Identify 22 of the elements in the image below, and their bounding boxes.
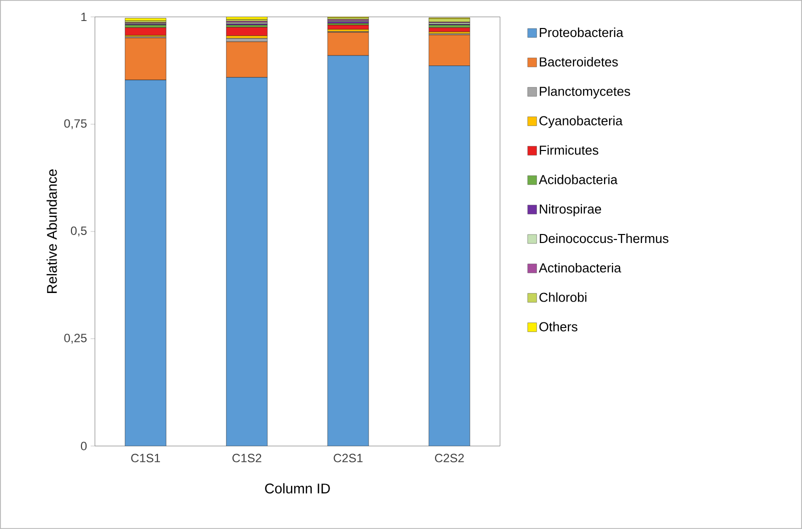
x-tick-label: C1S2 <box>232 454 262 462</box>
y-tick-label: 0,75 <box>64 119 87 130</box>
y-axis-title: Relative Abundance <box>46 169 57 294</box>
legend-label: Acidobacteria <box>538 174 618 184</box>
legend-label: Proteobacteria <box>540 28 624 38</box>
legend-label: Others <box>539 322 578 332</box>
legend-label: Cyanobacteria <box>539 116 623 128</box>
y-tick-label: 1 <box>81 12 87 22</box>
x-tick-label: C2S2 <box>434 454 464 462</box>
x-tick-label: C1S1 <box>131 454 160 462</box>
y-tick-label: 0 <box>80 442 87 450</box>
y-tick-label: 0,25 <box>64 334 87 344</box>
legend-label: Bacteroidetes <box>540 56 618 67</box>
x-tick-label: C2S1 <box>334 454 363 462</box>
legend-label: Deinococcus-Thermus <box>540 234 668 244</box>
legend-label: Firmicutes <box>540 145 598 155</box>
x-axis-title: Column ID <box>265 483 330 494</box>
legend-label: Nitrospirae <box>540 204 602 216</box>
legend-label: Planctomycetes <box>540 86 630 99</box>
legend-label: Chlorobi <box>539 292 586 302</box>
legend-label: Actinobacteria <box>538 262 622 273</box>
y-tick-label: 0,5 <box>70 226 87 236</box>
